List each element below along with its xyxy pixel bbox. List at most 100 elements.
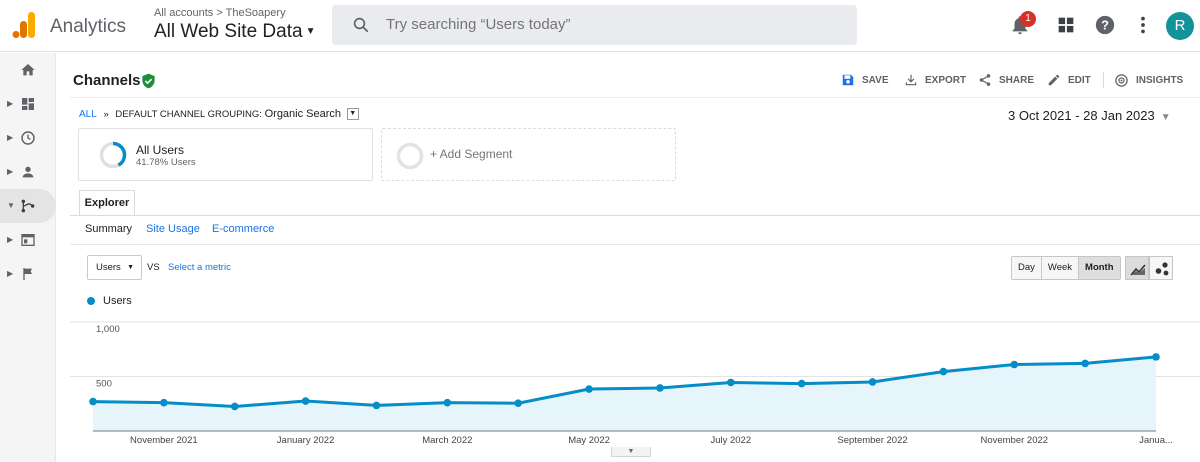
header-divider xyxy=(70,97,1200,98)
legend-dot xyxy=(87,297,95,305)
nav-realtime[interactable]: ▶ xyxy=(0,121,56,155)
person-icon xyxy=(22,166,34,178)
users-area-chart: 1,000 500 November 2021 January 2022 March 2… xyxy=(70,321,1200,446)
share-icon xyxy=(979,74,991,86)
data-point xyxy=(443,398,452,407)
nav-conversions[interactable]: ▶ xyxy=(0,257,56,291)
granularity-month-button[interactable]: Month xyxy=(1079,257,1120,279)
legend-label: Users xyxy=(103,295,132,307)
notification-badge: 1 xyxy=(1020,11,1036,27)
toolbar-divider xyxy=(1103,72,1104,88)
y-tick-label: 1,000 xyxy=(96,324,120,335)
search-icon xyxy=(353,17,369,33)
x-tick-label: January 2022 xyxy=(277,435,335,446)
data-point xyxy=(656,384,664,392)
brand-name: Analytics xyxy=(50,16,127,37)
granularity-toggle: Day Week Month xyxy=(1011,256,1121,280)
data-point xyxy=(727,378,735,387)
select-metric-link[interactable]: Select a metric xyxy=(168,262,231,273)
search-box[interactable]: Try searching “Users today” xyxy=(332,5,857,45)
nav-home[interactable] xyxy=(0,53,56,87)
property-view-selector[interactable]: All Web Site Data ▼ xyxy=(154,21,315,43)
expand-arrow-icon: ▶ xyxy=(7,235,14,244)
behavior-icon xyxy=(21,234,35,246)
subtab-ecommerce[interactable]: E-commerce xyxy=(212,223,275,235)
date-range-picker[interactable]: 3 Oct 2021 - 28 Jan 2023 ▼ xyxy=(1008,108,1171,123)
subtab-summary[interactable]: Summary xyxy=(85,223,133,235)
caret-down-icon: ▼ xyxy=(1160,112,1171,123)
svg-text:?: ? xyxy=(1101,18,1109,33)
bubble-chart-icon xyxy=(1155,262,1169,276)
caret-down-icon: ▼ xyxy=(305,26,316,38)
vs-label: VS xyxy=(147,262,160,273)
help-icon[interactable]: ? xyxy=(1094,14,1116,36)
data-point xyxy=(1152,353,1160,361)
collapse-arrow-icon: ▼ xyxy=(7,201,15,210)
edit-label: EDIT xyxy=(1068,74,1091,86)
x-tick-label: November 2022 xyxy=(980,435,1048,446)
nav-audience[interactable]: ▶ xyxy=(0,155,56,189)
analytics-logo[interactable] xyxy=(12,12,36,38)
x-tick-label: May 2022 xyxy=(568,435,610,446)
more-vert-icon[interactable] xyxy=(1132,14,1154,36)
nav-behavior[interactable]: ▶ xyxy=(0,223,56,257)
subtab-site-usage[interactable]: Site Usage xyxy=(146,223,200,235)
share-button[interactable]: SHARE xyxy=(978,73,1034,87)
granularity-week-button[interactable]: Week xyxy=(1041,257,1080,279)
y-tick-label: 500 xyxy=(96,379,112,390)
segment-card-all-users[interactable]: All Users 41.78% Users xyxy=(78,128,373,181)
caret-down-icon: ▼ xyxy=(127,264,134,271)
segment-percent: 41.78% Users xyxy=(136,157,196,168)
x-tick-label: July 2022 xyxy=(710,435,751,446)
avatar[interactable]: R xyxy=(1166,12,1194,40)
breadcrumb-all-link[interactable]: ALL xyxy=(79,109,97,120)
x-tick-label: Janua... xyxy=(1139,435,1173,446)
save-button[interactable]: SAVE xyxy=(841,73,889,87)
insights-button[interactable]: INSIGHTS xyxy=(1114,73,1183,88)
data-point xyxy=(372,401,381,410)
add-segment-card[interactable]: + Add Segment xyxy=(381,128,676,181)
chart-collapse-handle[interactable]: ▼ xyxy=(611,447,651,457)
side-nav: ▶ ▶ ▶ ▼ ▶ ▶ xyxy=(0,53,56,462)
data-point xyxy=(585,385,593,393)
data-point xyxy=(939,367,948,376)
motion-chart-button[interactable] xyxy=(1149,256,1173,280)
area-fill xyxy=(93,356,1156,431)
share-label: SHARE xyxy=(999,74,1035,86)
save-label: SAVE xyxy=(862,74,889,86)
nav-customization[interactable]: ▶ xyxy=(0,87,56,121)
apps-grid-icon[interactable] xyxy=(1055,14,1077,36)
acquisition-icon xyxy=(21,199,35,213)
flag-icon xyxy=(23,268,32,280)
dashboard-icon xyxy=(22,98,34,110)
export-button[interactable]: EXPORT xyxy=(904,73,966,87)
x-tick-label: November 2021 xyxy=(130,435,198,446)
metric-select-value: Users xyxy=(96,262,121,273)
empty-segment-ring xyxy=(396,142,424,170)
metric-select[interactable]: Users ▼ xyxy=(87,255,142,280)
account-path[interactable]: All accounts > TheSoapery xyxy=(154,7,286,19)
tab-explorer[interactable]: Explorer xyxy=(79,190,135,216)
export-icon xyxy=(905,74,917,86)
line-chart-icon xyxy=(1130,264,1146,276)
edit-button[interactable]: EDIT xyxy=(1047,73,1091,87)
data-point xyxy=(1081,359,1089,368)
pencil-icon xyxy=(1048,74,1060,86)
expand-arrow-icon: ▶ xyxy=(7,99,14,108)
grouping-value: Organic Search xyxy=(264,108,342,120)
granularity-day-button[interactable]: Day xyxy=(1012,257,1042,279)
line-chart-button[interactable] xyxy=(1125,256,1149,280)
x-tick-label: September 2022 xyxy=(837,435,907,446)
data-point xyxy=(514,399,522,408)
breadcrumb-separator: » xyxy=(103,109,109,120)
insights-icon xyxy=(1115,74,1128,87)
grouping-label: DEFAULT CHANNEL GROUPING: xyxy=(115,109,262,120)
nav-acquisition[interactable]: ▼ xyxy=(0,189,56,223)
subtabs-divider xyxy=(70,244,1200,245)
expand-arrow-icon: ▶ xyxy=(7,167,14,176)
date-range-text: 3 Oct 2021 - 28 Jan 2023 xyxy=(1008,108,1155,123)
verified-shield-icon xyxy=(142,73,155,89)
breadcrumb: ALL » DEFAULT CHANNEL GROUPING: Organic … xyxy=(79,108,359,121)
grouping-dropdown-button[interactable]: ▼ xyxy=(346,108,359,121)
expand-arrow-icon: ▶ xyxy=(7,133,14,142)
